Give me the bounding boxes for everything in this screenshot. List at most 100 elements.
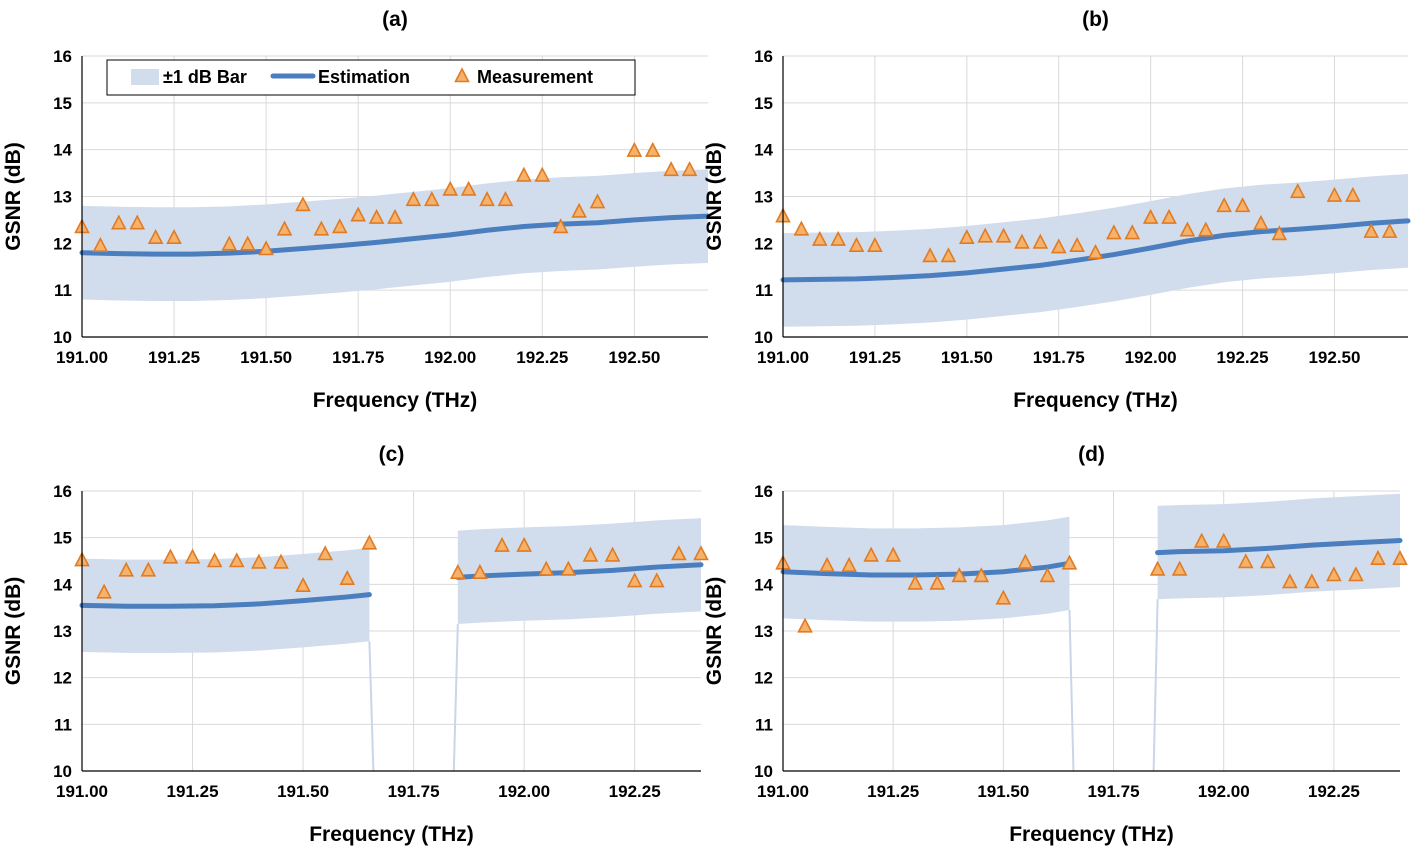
measurement-point [973, 567, 990, 583]
measurement-point [811, 230, 828, 246]
measurement-point [313, 220, 330, 236]
measurement-point [350, 206, 366, 222]
measurement-point [1363, 222, 1380, 238]
measurement-point [295, 576, 311, 593]
y-tick-label: 10 [53, 328, 72, 347]
chart-panel-a: 10 11 12 13 14 15 16 191.00 191.25 191.50 191.75 19… [2, 8, 711, 412]
y-tick-label: 16 [754, 482, 773, 501]
measurement-point [552, 218, 569, 234]
measurement-point [1014, 233, 1030, 249]
measurement-point [361, 534, 378, 550]
x-tick-label: 191.75 [388, 782, 440, 801]
measurement-point [251, 553, 267, 569]
legend: ±1 dB Bar Estimation Measurement [106, 59, 636, 96]
panel-title: (c) [379, 443, 405, 466]
measurement-point [1253, 214, 1269, 230]
measurement-point [1197, 221, 1214, 237]
measurement-point [604, 546, 621, 562]
measurement-point [1215, 532, 1232, 548]
measurement-point [147, 228, 164, 245]
measurement-point [339, 569, 356, 586]
x-tick-label: 191.00 [56, 348, 108, 367]
measurement-point [276, 220, 293, 236]
x-axis-label: Frequency (THz) [313, 389, 478, 412]
x-tick-label: 191.00 [757, 782, 809, 801]
x-tick-label: 192.00 [1198, 782, 1250, 801]
y-tick-label: 15 [754, 529, 773, 548]
measurement-point [140, 561, 157, 577]
measurement-point [571, 202, 587, 218]
panel-title: (d) [1078, 443, 1105, 466]
measurement-point [129, 214, 146, 230]
legend-estimation-label: Estimation [318, 67, 410, 87]
x-tick-label: 191.25 [148, 348, 200, 367]
measurement-point [1124, 224, 1141, 240]
measurement-point [671, 545, 687, 561]
x-tick-label: 192.00 [424, 348, 476, 367]
measurement-point [295, 196, 311, 212]
y-tick-label: 16 [53, 482, 72, 501]
x-tick-label: 191.25 [167, 782, 219, 801]
y-tick-label: 10 [754, 762, 773, 781]
measurement-point [995, 589, 1012, 605]
y-tick-label: 16 [53, 47, 72, 66]
measurement-point [1326, 186, 1343, 202]
x-tick-label: 192.50 [608, 348, 660, 367]
measurement-point [1392, 549, 1408, 565]
measurement-point [1282, 573, 1298, 589]
y-tick-label: 10 [53, 762, 72, 781]
measurement-point [162, 548, 179, 564]
measurement-point [1326, 566, 1342, 582]
y-tick-label: 12 [754, 234, 773, 253]
x-tick-label: 192.25 [516, 348, 568, 367]
panel-title: (a) [382, 8, 408, 31]
measurement-point [1161, 208, 1177, 224]
measurement-point [959, 228, 975, 245]
measurement-point [534, 166, 551, 182]
x-tick-label: 191.25 [867, 782, 919, 801]
x-tick-label: 192.00 [1125, 348, 1177, 367]
measurement-point [479, 191, 495, 207]
x-tick-label: 192.00 [498, 782, 550, 801]
x-tick-label: 192.25 [609, 782, 661, 801]
measurement-point [1234, 197, 1251, 213]
measurement-point [1106, 224, 1122, 240]
measurement-point [92, 236, 109, 252]
x-tick-label: 191.50 [240, 348, 292, 367]
measurement-point [922, 247, 938, 263]
measurement-point [273, 553, 289, 569]
measurement-point [819, 556, 835, 572]
measurement-point [494, 536, 510, 552]
estimation-line [780, 560, 1072, 578]
y-tick-label: 14 [53, 141, 72, 160]
measurement-point [368, 208, 385, 224]
y-tick-label: 13 [53, 622, 72, 641]
legend-measurement-label: Measurement [477, 67, 593, 87]
band-drop-line [368, 641, 375, 772]
x-tick-label: 191.75 [1033, 348, 1085, 367]
measurement-point [96, 583, 112, 599]
y-tick-label: 14 [754, 141, 773, 160]
measurement-point [830, 230, 846, 246]
measurement-point [497, 191, 514, 207]
measurement-point [681, 161, 698, 177]
x-tick-label: 191.00 [757, 348, 809, 367]
y-tick-label: 11 [54, 715, 72, 734]
measurement-point [239, 235, 256, 251]
band-area [82, 169, 708, 301]
legend-box [106, 59, 636, 96]
measurement-point [1345, 186, 1361, 202]
measurement-point [1237, 553, 1254, 569]
y-axis-label: GSNR (dB) [2, 142, 25, 251]
estimation-line [1155, 537, 1403, 556]
measurement-point [450, 563, 466, 579]
measurement-point [1193, 532, 1210, 548]
measurement-point [663, 161, 679, 177]
measurement-point [442, 180, 459, 196]
measurement-point [460, 180, 477, 196]
y-tick-label: 12 [754, 669, 773, 688]
x-tick-label: 191.50 [277, 782, 329, 801]
x-axis-label: Frequency (THz) [1013, 389, 1178, 412]
measurement-point [258, 240, 274, 256]
measurement-point [1348, 566, 1364, 582]
